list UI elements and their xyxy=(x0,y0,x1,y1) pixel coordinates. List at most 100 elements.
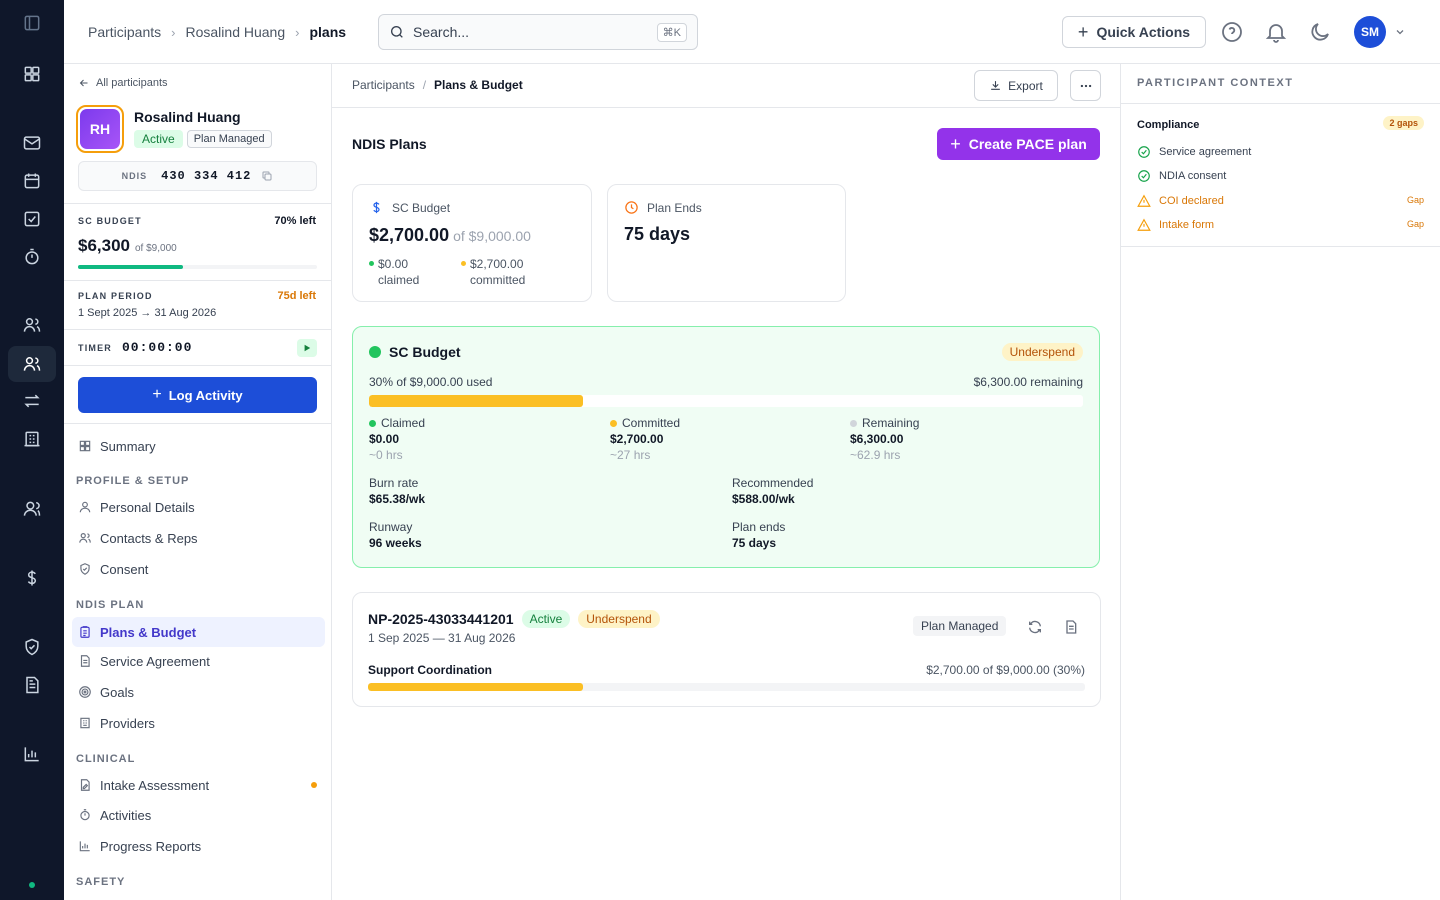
search-input[interactable] xyxy=(413,24,657,40)
remaining-label: Remaining xyxy=(862,416,920,430)
bell-icon[interactable] xyxy=(1264,20,1288,44)
grid-icon xyxy=(79,440,91,452)
plan-id: NP-2025-43033441201 xyxy=(368,611,514,627)
compliance-item[interactable]: Intake form xyxy=(1137,218,1214,232)
nav-personal-details[interactable]: Personal Details xyxy=(72,492,325,522)
burn-rate-label: Burn rate xyxy=(369,476,419,490)
sc-card-claimed-value: $0.00 xyxy=(378,257,409,271)
recommended-value: $588.00/wk xyxy=(732,492,795,506)
create-pace-plan-button[interactable]: + Create PACE plan xyxy=(937,128,1100,160)
sc-card-claimed-label: claimed xyxy=(378,273,420,287)
nav-section-safety: SAFETY xyxy=(76,876,126,888)
attention-dot xyxy=(311,782,317,788)
participants-icon[interactable] xyxy=(8,346,56,382)
nav-contacts-reps-label: Contacts & Reps xyxy=(100,530,198,546)
search-box[interactable]: ⌘K xyxy=(378,14,698,50)
warning-triangle-icon xyxy=(1137,218,1151,231)
copy-icon[interactable] xyxy=(261,170,273,182)
building-icon[interactable] xyxy=(8,421,56,457)
users-icon[interactable] xyxy=(8,307,56,343)
nav-activities-label: Activities xyxy=(100,807,152,823)
nav-contacts-reps[interactable]: Contacts & Reps xyxy=(72,523,325,553)
claimed-value: $0.00 xyxy=(369,432,400,446)
document-icon[interactable] xyxy=(1063,619,1079,635)
nav-activities[interactable]: Activities xyxy=(72,800,325,830)
budget-remaining-text: $6,300.00 remaining xyxy=(973,375,1083,389)
compliance-item[interactable]: COI declared xyxy=(1137,194,1224,208)
refresh-icon[interactable] xyxy=(1027,619,1043,635)
sc-budget-left: 70% left xyxy=(274,215,316,227)
breadcrumb-separator: / xyxy=(422,78,427,92)
nav-goals[interactable]: Goals xyxy=(72,677,325,707)
compliance-item[interactable]: Service agreement xyxy=(1137,145,1251,159)
nav-consent[interactable]: Consent xyxy=(72,554,325,584)
log-activity-label: Log Activity xyxy=(168,387,243,403)
budget-panel-title: SC Budget xyxy=(389,344,461,360)
nav-service-agreement[interactable]: Service Agreement xyxy=(72,646,325,676)
ndis-label: NDIS xyxy=(121,171,148,181)
moon-icon[interactable] xyxy=(1308,20,1332,44)
compliance-item-label: NDIA consent xyxy=(1159,170,1227,182)
plan-ends-value: 75 days xyxy=(624,224,691,244)
chart-icon xyxy=(79,841,90,852)
claimed-dot xyxy=(369,420,376,428)
plan-progress-bar xyxy=(368,683,1085,691)
mail-icon[interactable] xyxy=(8,125,56,161)
nav-summary-label: Summary xyxy=(100,438,156,454)
nav-intake-assessment[interactable]: Intake Assessment xyxy=(72,770,325,800)
dashboard-icon[interactable] xyxy=(8,56,56,92)
sc-card-amount: $2,700.00 xyxy=(369,225,450,245)
log-activity-button[interactable]: + Log Activity xyxy=(78,377,317,413)
user-avatar[interactable]: SM xyxy=(1354,16,1386,48)
ndis-value: 430 334 412 xyxy=(161,169,252,183)
plan-type-badge: Plan Managed xyxy=(186,130,272,148)
target-icon xyxy=(79,686,91,698)
chart-icon[interactable] xyxy=(8,736,56,772)
nav-summary[interactable]: Summary xyxy=(72,431,325,461)
sc-budget-bar-fill xyxy=(78,265,184,269)
team-icon[interactable] xyxy=(8,491,56,527)
nav-plans-budget[interactable]: Plans & Budget xyxy=(72,617,325,647)
remaining-value: $6,300.00 xyxy=(850,432,904,446)
document-icon[interactable] xyxy=(8,667,56,703)
stopwatch-icon[interactable] xyxy=(8,239,56,275)
tasks-icon[interactable] xyxy=(8,201,56,237)
plan-progress-fill xyxy=(368,683,584,691)
shield-icon[interactable] xyxy=(8,629,56,665)
main-breadcrumb-root[interactable]: Participants xyxy=(352,78,415,92)
nav-plans-budget-label: Plans & Budget xyxy=(100,624,197,640)
search-icon xyxy=(391,26,403,38)
nav-providers[interactable]: Providers xyxy=(72,708,325,738)
breadcrumb-participants[interactable]: Participants xyxy=(88,24,162,40)
nav-progress-reports[interactable]: Progress Reports xyxy=(72,831,325,861)
remaining-dot xyxy=(850,420,857,428)
export-button[interactable]: Export xyxy=(974,70,1058,101)
budget-progress-fill xyxy=(369,395,584,407)
dollar-icon[interactable] xyxy=(8,560,56,596)
ndis-number: NDIS 430 334 412 xyxy=(78,161,317,191)
timer-value: 00:00:00 xyxy=(122,340,193,355)
chevron-down-icon[interactable] xyxy=(1394,26,1406,38)
sidebar-toggle-icon[interactable] xyxy=(8,5,56,41)
panel-plan-ends-label: Plan ends xyxy=(732,520,786,534)
compliance-item-label: COI declared xyxy=(1159,195,1224,207)
clock-icon xyxy=(625,201,638,214)
plus-icon: + xyxy=(1077,21,1089,42)
calendar-icon[interactable] xyxy=(8,163,56,199)
sc-card-committed-label: committed xyxy=(470,273,526,287)
timer-play-button[interactable] xyxy=(297,339,317,357)
back-link[interactable]: All participants xyxy=(78,77,168,89)
sc-budget-amount: $6,300 xyxy=(78,236,130,255)
quick-actions-button[interactable]: + Quick Actions xyxy=(1062,16,1206,48)
participant-sidebar: All participants RH Rosalind Huang Activ… xyxy=(64,64,332,900)
more-options-button[interactable] xyxy=(1070,70,1101,101)
transfer-icon[interactable] xyxy=(8,383,56,419)
plan-period-label: PLAN PERIOD xyxy=(78,291,153,301)
compliance-item[interactable]: NDIA consent xyxy=(1137,169,1226,183)
plan-row-card[interactable]: NP-2025-43033441201 Active Underspend 1 … xyxy=(352,592,1101,707)
breadcrumb-participant[interactable]: Rosalind Huang xyxy=(185,24,286,40)
check-circle-icon xyxy=(1138,170,1150,182)
help-icon[interactable] xyxy=(1220,20,1244,44)
breadcrumb: Participants › Rosalind Huang › plans xyxy=(88,0,346,64)
main-breadcrumb: Participants / Plans & Budget xyxy=(352,78,523,92)
